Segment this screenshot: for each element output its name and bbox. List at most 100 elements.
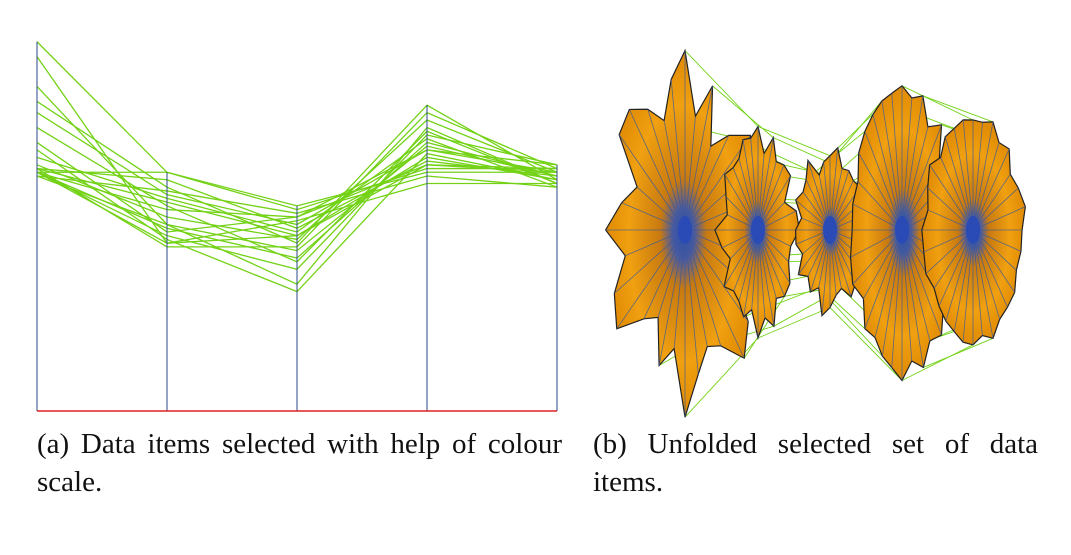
fan-3-spoke-4 [901,124,942,231]
fan-4-spoke-11 [972,229,1015,293]
fan-3-spoke-29 [872,114,903,231]
link-1-16 [757,307,831,339]
fan-0-spoke-10 [684,229,732,272]
fan-3-spoke-23 [850,229,903,258]
fan-4-spoke-31 [962,119,974,231]
fan-3-spoke-27 [858,152,903,231]
fan-4-spoke-10 [972,229,1017,271]
fan-0-spoke-27 [618,134,686,231]
fan-4-spoke-3 [972,142,1000,231]
fan-4-spoke-20 [938,229,974,307]
unfolded-radial-view [604,48,1026,418]
caption-b: (b) Unfolded selected set of data items. [593,428,1038,498]
fan-4-spoke-28 [940,157,974,231]
fan-0-spoke-30 [663,120,686,231]
fan-4-spoke-19 [945,229,974,322]
fan-1-spoke-31 [750,138,759,231]
radial-fan-0 [604,48,762,418]
radial-fan-3 [849,84,958,382]
fan-4-spoke-18 [953,229,974,332]
fan-0-spoke-11 [684,229,749,322]
fan-4-spoke-4 [972,148,1010,231]
fan-4-spoke-13 [972,229,1001,320]
fan-3-spoke-20 [864,229,903,329]
fan-center-4 [966,216,980,244]
fan-0-spoke-3 [684,146,712,231]
fan-3-spoke-22 [852,229,903,285]
link-0-12 [743,296,785,359]
fan-0-spoke-12 [684,229,745,359]
link-1-0 [757,126,831,157]
fan-4-spoke-7 [972,206,1026,231]
fan-1-spoke-30 [742,139,759,231]
fan-0-spoke-22 [614,229,686,294]
fan-4-spoke-1 [972,122,983,231]
fan-center-3 [895,216,909,244]
coordinate-axes [36,41,558,412]
fan-1-spoke-12 [757,229,785,297]
fan-3-spoke-15 [901,229,913,362]
fan-0-spoke-19 [657,229,686,318]
link-0-2 [712,85,774,138]
fan-4-spoke-29 [944,136,974,231]
fan-3-spoke-28 [864,131,903,231]
radial-fans [604,48,1026,418]
fan-4-spoke-12 [972,229,1008,308]
fan-1-spoke-27 [724,174,759,231]
fan-0-spoke-25 [621,202,686,231]
link-3-14 [923,337,994,368]
fan-0-spoke-2 [684,85,713,231]
link-2-16 [829,307,903,381]
fan-3-spoke-26 [857,181,903,231]
radial-fan-1 [714,124,800,341]
fan-4-spoke-2 [972,121,994,231]
parallel-coordinates-plot [36,41,558,412]
fan-4-spoke-30 [953,128,974,231]
fan-1-spoke-15 [757,229,766,319]
fan-0-spoke-21 [616,229,686,330]
fan-4-spoke-22 [925,229,974,275]
fan-0-spoke-5 [684,135,751,231]
fan-0-spoke-14 [684,229,708,347]
fan-1-spoke-14 [757,229,775,327]
fan-center-1 [751,216,765,244]
fan-3-spoke-25 [852,203,903,231]
fan-3-spoke-21 [863,229,903,299]
fan-0-spoke-4 [684,135,730,231]
fan-0-spoke-31 [670,79,686,231]
fan-0-spoke-23 [625,229,686,257]
fan-3-spoke-18 [881,229,903,357]
fan-4-spoke-21 [933,229,974,289]
fan-1-spoke-5 [757,175,791,231]
fan-0-spoke-29 [647,109,686,231]
fan-1-spoke-18 [743,229,759,317]
fan-center-0 [678,216,692,244]
fan-3-spoke-17 [891,229,903,368]
caption-a: (a) Data items selected with help of col… [37,428,562,498]
radial-fan-2 [794,146,867,318]
fan-4-spoke-5 [972,173,1011,231]
fan-0-spoke-17 [673,229,686,349]
fan-4-spoke-17 [962,229,974,343]
fan-1-spoke-21 [723,229,759,287]
link-3-2 [922,95,994,123]
fan-3-spoke-19 [874,229,903,338]
fan-4-spoke-6 [972,187,1019,231]
fan-0-spoke-28 [629,109,686,231]
fan-0-spoke-1 [684,116,696,231]
fan-center-2 [823,216,837,244]
radial-fan-4 [921,119,1026,346]
fan-0-spoke-15 [684,229,699,375]
fan-0-spoke-13 [684,229,722,346]
link-3-0 [901,85,974,121]
fan-0-spoke-26 [636,186,686,231]
fan-3-spoke-3 [901,126,929,231]
fan-3-spoke-1 [901,97,913,231]
fan-4-spoke-27 [929,164,974,231]
fan-3-spoke-30 [881,100,903,231]
fan-4-spoke-15 [972,229,983,336]
fan-3-spoke-31 [891,93,903,231]
fan-4-spoke-9 [972,229,1022,252]
link-3-16 [901,344,974,381]
fan-3-spoke-14 [901,229,924,368]
